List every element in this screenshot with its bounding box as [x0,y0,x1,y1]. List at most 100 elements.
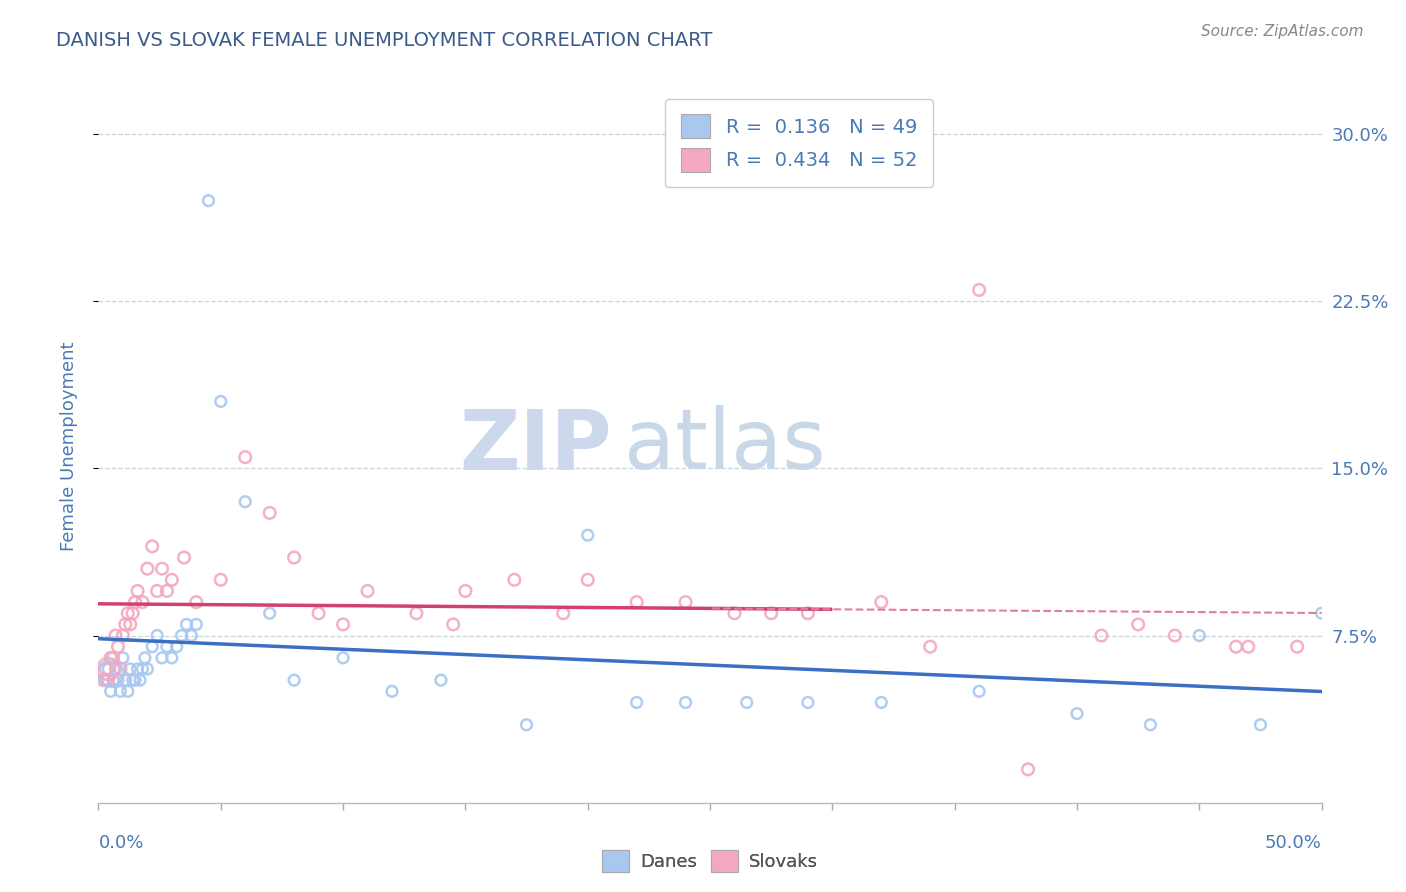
Point [101,673,124,687]
Point [114,673,136,687]
Point [761,607,783,621]
Point [127,583,149,598]
Point [516,717,538,731]
Point [1164,628,1187,642]
Point [626,696,648,710]
Point [150,651,173,665]
Point [356,583,378,598]
Point [110,662,132,676]
Point [1237,640,1260,654]
Point [100,651,122,665]
Point [111,651,134,665]
Point [127,662,149,676]
Point [100,684,122,698]
Point [131,662,153,676]
Point [94,673,117,687]
Point [121,607,143,621]
Point [110,684,132,698]
Point [797,696,820,710]
Point [100,666,122,681]
Point [173,550,195,565]
Point [675,696,697,710]
Point [94,662,117,676]
Point [117,607,139,621]
Point [160,651,183,665]
Point [920,640,942,654]
Point [124,595,146,609]
Point [97,673,120,687]
Point [735,696,758,710]
Point [97,662,120,676]
Point [259,506,281,520]
Point [553,607,575,621]
Point [170,628,193,642]
Point [176,617,198,632]
Point [141,539,163,553]
Point [120,662,142,676]
Point [441,617,464,632]
Text: ZIP: ZIP [460,406,612,486]
Y-axis label: Female Unemployment: Female Unemployment [59,342,77,550]
Point [104,628,127,642]
Point [503,573,526,587]
Legend: Danes, Slovaks: Danes, Slovaks [595,843,825,880]
Point [308,607,330,621]
Point [146,628,169,642]
Point [131,595,153,609]
Point [160,573,183,587]
Point [1310,607,1333,621]
Point [107,673,129,687]
Point [91,673,114,687]
Point [870,595,893,609]
Point [576,573,599,587]
Point [209,573,232,587]
Text: 50.0%: 50.0% [1265,834,1322,852]
Point [124,673,146,687]
Point [120,617,142,632]
Point [233,450,256,464]
Point [134,651,156,665]
Point [97,662,120,676]
Point [136,562,159,576]
Point [576,528,599,542]
Point [1286,640,1309,654]
Point [1250,717,1272,731]
Point [114,617,136,632]
Point [104,662,127,676]
Text: atlas: atlas [624,406,827,486]
Point [166,640,188,654]
Point [186,595,208,609]
Point [430,673,453,687]
Point [117,684,139,698]
Point [121,673,143,687]
Point [111,628,134,642]
Point [283,550,305,565]
Text: Source: ZipAtlas.com: Source: ZipAtlas.com [1201,24,1364,39]
Point [283,673,305,687]
Point [870,696,893,710]
Point [129,673,152,687]
Point [180,628,202,642]
Point [136,662,159,676]
Point [405,607,427,621]
Point [332,617,354,632]
Point [156,583,179,598]
Point [967,283,990,297]
Point [1225,640,1247,654]
Point [1090,628,1112,642]
Point [150,562,173,576]
Text: 0.0%: 0.0% [98,834,143,852]
Point [101,651,124,665]
Point [146,583,169,598]
Point [107,640,129,654]
Point [967,684,990,698]
Point [675,595,697,609]
Point [454,583,477,598]
Point [381,684,404,698]
Point [332,651,354,665]
Point [141,640,163,654]
Point [186,617,208,632]
Point [1128,617,1150,632]
Point [626,595,648,609]
Point [233,494,256,508]
